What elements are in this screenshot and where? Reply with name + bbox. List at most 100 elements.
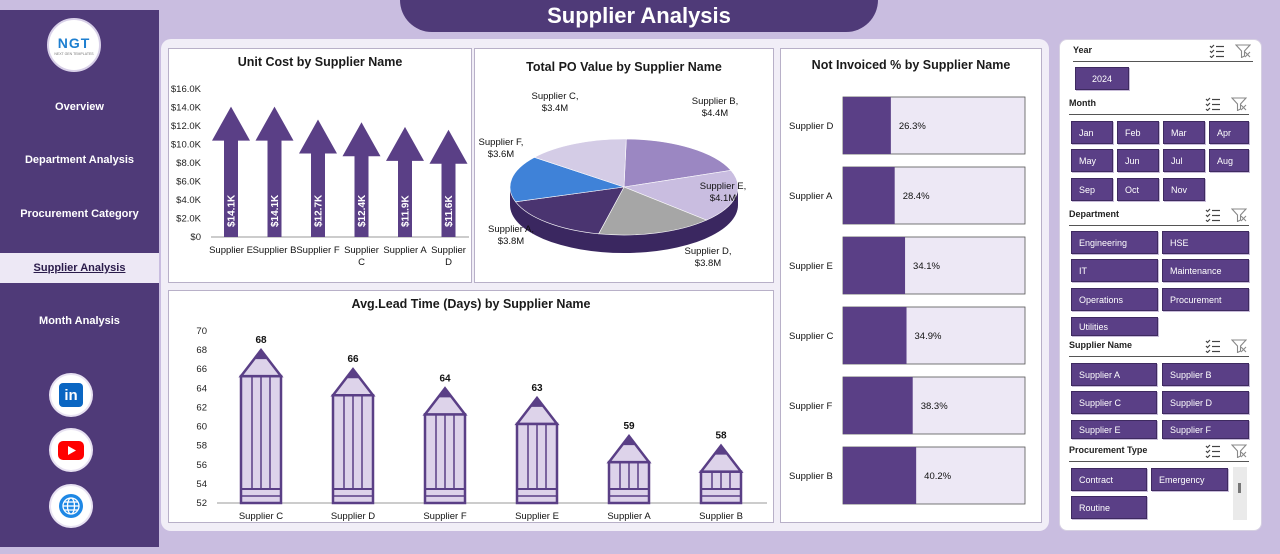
nav-overview[interactable]: Overview xyxy=(55,101,104,113)
pencil-bar xyxy=(606,434,652,505)
slicer-dept-hse[interactable]: HSE xyxy=(1162,231,1249,254)
multi-select-icon[interactable] xyxy=(1209,44,1225,58)
nav-supplier-analysis[interactable]: Supplier Analysis xyxy=(0,253,159,283)
slicer-month-apr[interactable]: Apr xyxy=(1209,121,1249,144)
clear-filter-icon[interactable] xyxy=(1231,208,1247,222)
nav-month-analysis[interactable]: Month Analysis xyxy=(39,315,120,327)
y-tick-label: Supplier B xyxy=(789,471,833,482)
slicer-scroll-thumb[interactable] xyxy=(1238,483,1241,493)
x-tick-label: Supplier B xyxy=(253,245,297,256)
slicer-dept-utilities[interactable]: Utilities xyxy=(1071,317,1158,336)
pie-label: Supplier A, xyxy=(488,224,534,235)
youtube-button[interactable] xyxy=(51,430,91,470)
data-label: 66 xyxy=(347,354,359,365)
multi-select-icon[interactable] xyxy=(1205,444,1221,458)
pie-label: Supplier E, xyxy=(700,181,746,192)
data-label: 59 xyxy=(623,421,635,432)
pie-value-label: $3.8M xyxy=(695,258,721,269)
clear-filter-icon[interactable] xyxy=(1235,44,1251,58)
data-label: 40.2% xyxy=(924,471,951,482)
y-tick-label: $12.0K xyxy=(171,121,202,132)
slicer-dept-procurement[interactable]: Procurement xyxy=(1162,288,1249,311)
y-tick-label: $16.0K xyxy=(171,84,202,95)
y-tick-label: $8.0K xyxy=(176,158,201,169)
slicer-proc-emergency[interactable]: Emergency xyxy=(1151,468,1228,491)
slicer-supplier-f[interactable]: Supplier F xyxy=(1162,420,1249,439)
multi-select-icon[interactable] xyxy=(1205,97,1221,111)
bar-arrow xyxy=(429,129,468,237)
pie-value-label: $4.4M xyxy=(702,108,728,119)
slicer-dept-it[interactable]: IT xyxy=(1071,259,1158,282)
website-button[interactable] xyxy=(51,486,91,526)
data-label: 34.9% xyxy=(915,331,942,342)
pie-value-label: $3.4M xyxy=(542,103,568,114)
y-tick-label: Supplier A xyxy=(789,191,833,202)
slicer-month-mar[interactable]: Mar xyxy=(1163,121,1205,144)
pie-label: Supplier D, xyxy=(685,246,732,257)
lead-time-chart: Avg.Lead Time (Days) by Supplier Name 52… xyxy=(168,290,774,523)
slicer-month-nov[interactable]: Nov xyxy=(1163,178,1205,201)
slicer-dept-operations[interactable]: Operations xyxy=(1071,288,1158,311)
slicer-month-jun[interactable]: Jun xyxy=(1117,149,1159,172)
ngt-logo: NGT NEXT GEN TEMPLATES xyxy=(47,18,101,72)
slicer-month-may[interactable]: May xyxy=(1071,149,1113,172)
slicer-supplier-header: Supplier Name xyxy=(1069,339,1249,357)
slicer-month-jul[interactable]: Jul xyxy=(1163,149,1205,172)
slicer-supplier-d[interactable]: Supplier D xyxy=(1162,391,1249,414)
slicer-proc-routine[interactable]: Routine xyxy=(1071,496,1147,519)
pie-slice xyxy=(622,170,739,221)
data-label: 68 xyxy=(255,335,267,346)
slicer-dept-maintenance[interactable]: Maintenance xyxy=(1162,259,1249,282)
x-tick-label: Supplier A xyxy=(383,245,427,256)
slicer-scrollbar[interactable] xyxy=(1233,467,1247,520)
slicer-supplier-e[interactable]: Supplier E xyxy=(1071,420,1157,439)
pencil-bar xyxy=(698,443,744,505)
y-tick-label: 70 xyxy=(196,326,207,337)
slicer-supplier-a[interactable]: Supplier A xyxy=(1071,363,1157,386)
slicer-month-jan[interactable]: Jan xyxy=(1071,121,1113,144)
y-tick-label: Supplier F xyxy=(789,401,832,412)
pencil-bar xyxy=(422,386,468,505)
bar-arrow xyxy=(255,106,294,237)
clear-filter-icon[interactable] xyxy=(1231,339,1247,353)
unit-cost-chart: Unit Cost by Supplier Name $0 $2.0K $4.0K $… xyxy=(168,48,472,283)
slicer-procurement-type-label: Procurement Type xyxy=(1069,445,1148,455)
y-tick-label: 64 xyxy=(196,383,207,394)
linkedin-button[interactable]: in xyxy=(51,375,91,415)
bar-arrow xyxy=(212,106,250,237)
y-tick-label: 60 xyxy=(196,422,207,433)
slicer-month-feb[interactable]: Feb xyxy=(1117,121,1159,144)
data-label: 38.3% xyxy=(921,401,948,412)
x-tick-label: Supplier D xyxy=(331,511,375,522)
data-label: 26.3% xyxy=(899,121,926,132)
y-tick-label: $2.0K xyxy=(176,214,201,225)
slicer-month-aug[interactable]: Aug xyxy=(1209,149,1249,172)
data-label: 34.1% xyxy=(913,261,940,272)
pie-slice xyxy=(509,157,625,203)
pie-value-label: $3.8M xyxy=(498,236,524,247)
slicer-year-2024[interactable]: 2024 xyxy=(1075,67,1129,90)
slicer-dept-engineering[interactable]: Engineering xyxy=(1071,231,1158,254)
slicer-month-oct[interactable]: Oct xyxy=(1117,178,1159,201)
nav-procurement-category[interactable]: Procurement Category xyxy=(20,208,139,220)
po-value-chart-svg: Supplier B,$4.4M Supplier E,$4.1M Supplier… xyxy=(479,91,747,269)
multi-select-icon[interactable] xyxy=(1205,208,1221,222)
clear-filter-icon[interactable] xyxy=(1231,97,1247,111)
slicer-supplier-b[interactable]: Supplier B xyxy=(1162,363,1249,386)
slicer-month-header: Month xyxy=(1069,97,1249,115)
nav-department-analysis[interactable]: Department Analysis xyxy=(24,154,135,166)
slicer-proc-contract[interactable]: Contract xyxy=(1071,468,1147,491)
clear-filter-icon[interactable] xyxy=(1231,444,1247,458)
multi-select-icon[interactable] xyxy=(1205,339,1221,353)
pie-value-label: $3.6M xyxy=(488,149,514,160)
data-label: $14.1K xyxy=(227,194,238,227)
bar-arrow xyxy=(299,119,337,237)
y-tick-label: Supplier C xyxy=(789,331,833,342)
unit-cost-chart-title: Unit Cost by Supplier Name xyxy=(237,55,403,69)
y-tick-label: $6.0K xyxy=(176,177,201,188)
slicer-month-sep[interactable]: Sep xyxy=(1071,178,1113,201)
po-value-chart: Total PO Value by Supplier Name Supplier… xyxy=(474,48,774,283)
data-label: $11.6K xyxy=(444,195,455,227)
y-tick-label: 66 xyxy=(196,364,207,375)
slicer-supplier-c[interactable]: Supplier C xyxy=(1071,391,1157,414)
